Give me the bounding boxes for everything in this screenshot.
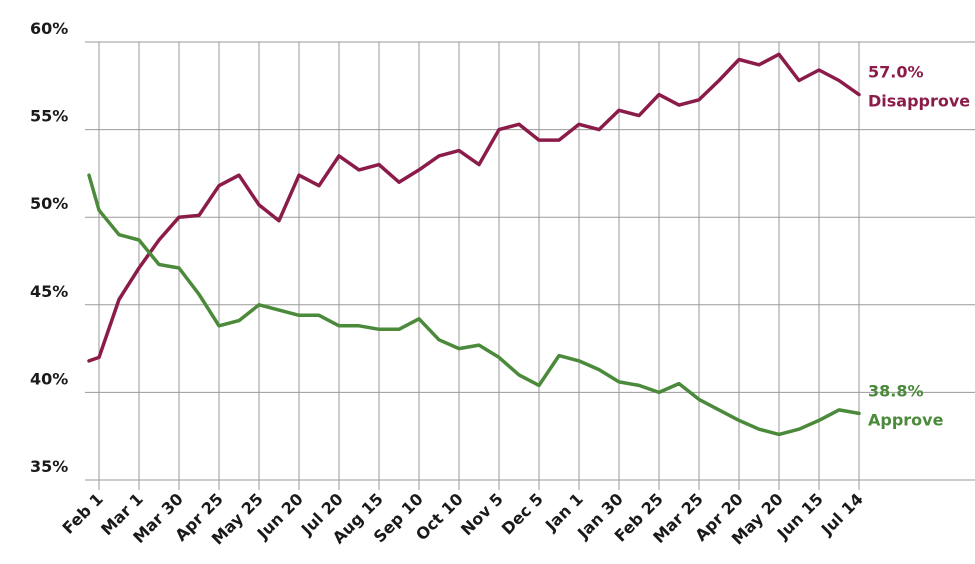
series-label: Disapprove (868, 92, 970, 111)
end-label: 57.0% (868, 63, 924, 82)
y-tick-label: 40% (30, 369, 68, 388)
series-label: Approve (868, 410, 944, 429)
y-tick-label: 50% (30, 194, 68, 213)
x-tick-label: Nov 5 (457, 489, 507, 539)
end-label: 38.8% (868, 381, 924, 400)
x-tick-label: Feb 1 (59, 489, 107, 537)
y-tick-label: 35% (30, 457, 68, 476)
y-tick-label: 45% (30, 282, 68, 301)
x-tick-label: Dec 5 (498, 489, 547, 538)
line (87, 173, 861, 437)
x-tick-label: Jul 14 (817, 489, 867, 539)
y-tick-label: 60% (30, 19, 68, 38)
y-tick-label: 55% (30, 107, 68, 126)
line (87, 52, 861, 363)
